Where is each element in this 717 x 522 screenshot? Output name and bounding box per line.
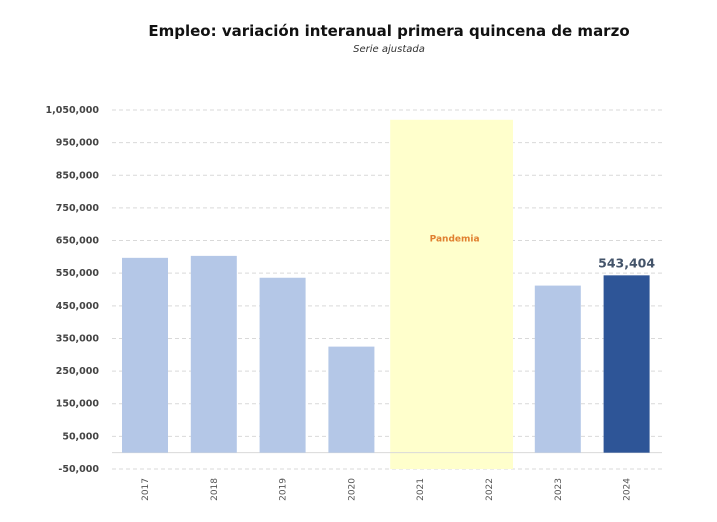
y-tick-label: 750,000 xyxy=(56,203,100,214)
x-tick-label: 2017 xyxy=(141,478,151,501)
bar-2018 xyxy=(190,255,237,453)
y-tick-label: 650,000 xyxy=(56,236,100,247)
bar-2024 xyxy=(603,275,650,453)
x-tick-label: 2023 xyxy=(554,478,564,501)
chart-subtitle: Serie ajustada xyxy=(353,44,425,55)
y-tick-label: 150,000 xyxy=(56,399,100,410)
y-tick-label: 50,000 xyxy=(62,431,99,442)
x-tick-label: 2022 xyxy=(485,478,495,501)
x-tick-label: 2024 xyxy=(623,478,633,501)
x-tick-label: 2020 xyxy=(347,478,357,501)
pandemia-label: Pandemia xyxy=(430,235,480,245)
y-tick-label: 950,000 xyxy=(56,138,100,149)
y-tick-label: 450,000 xyxy=(56,301,100,312)
bar-2019 xyxy=(259,277,306,453)
y-tick-label: -50,000 xyxy=(58,464,99,475)
y-tick-label: 250,000 xyxy=(56,366,100,377)
bar-2017 xyxy=(122,257,168,453)
pandemia-band xyxy=(390,119,513,470)
chart-title: Empleo: variación interanual primera qui… xyxy=(148,22,630,40)
bar-2023 xyxy=(534,285,581,453)
x-tick-label: 2018 xyxy=(210,478,220,501)
y-tick-label: 550,000 xyxy=(56,268,100,279)
bar-2020 xyxy=(328,346,375,453)
y-tick-label: 850,000 xyxy=(56,170,100,181)
data-label-2024: 543,404 xyxy=(598,255,655,270)
x-tick-label: 2021 xyxy=(416,478,426,501)
y-tick-label: 350,000 xyxy=(56,333,100,344)
x-tick-label: 2019 xyxy=(279,478,289,501)
y-tick-label: 1,050,000 xyxy=(46,105,100,116)
